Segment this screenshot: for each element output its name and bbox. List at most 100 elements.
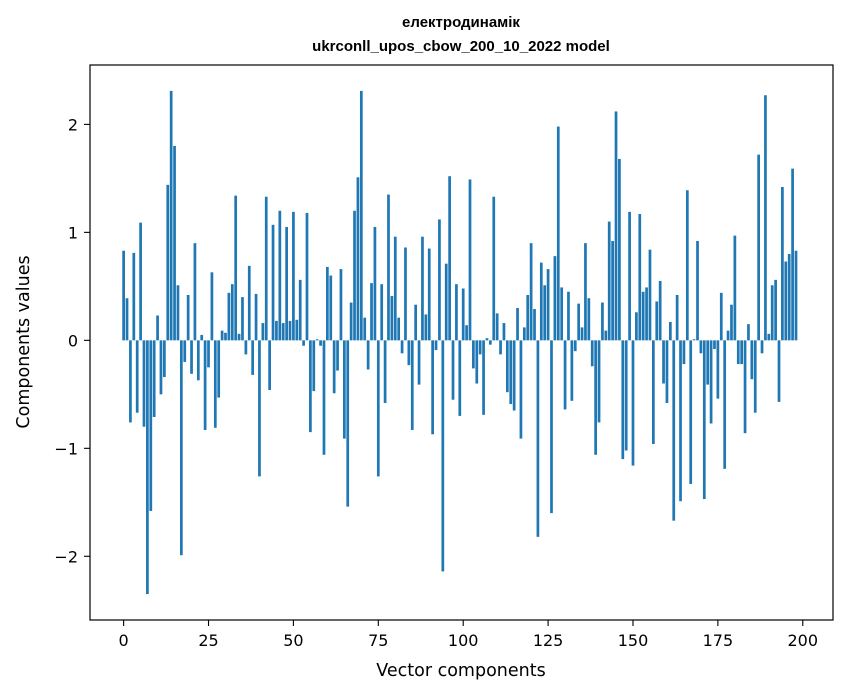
bar [495, 313, 499, 341]
bar [699, 340, 703, 354]
bar [220, 330, 224, 341]
bar [336, 340, 339, 371]
bar [764, 95, 767, 341]
bar [611, 241, 614, 341]
bar [652, 340, 655, 444]
bar [556, 126, 560, 341]
bar [726, 330, 730, 341]
bar [784, 261, 788, 341]
bar [176, 285, 180, 341]
bar [794, 250, 798, 341]
bar [359, 90, 363, 341]
bar [193, 243, 197, 341]
bar [146, 340, 149, 595]
bar [709, 340, 713, 424]
bar [441, 340, 445, 572]
bar [230, 284, 234, 341]
x-tick-label: 25 [198, 631, 218, 650]
bar [689, 340, 693, 484]
bar [482, 340, 485, 415]
bar [702, 340, 706, 500]
bar [580, 327, 584, 341]
bar [366, 340, 370, 370]
y-tick-label: 2 [68, 115, 78, 134]
bar [791, 168, 794, 341]
bar [356, 177, 360, 341]
bar [570, 340, 574, 401]
x-tick-label: 200 [788, 631, 819, 650]
y-tick-label: 1 [68, 223, 78, 242]
bar [247, 265, 251, 341]
bar [397, 317, 401, 341]
bar [458, 340, 462, 416]
bar [672, 340, 676, 521]
bar [662, 340, 665, 384]
bar [173, 145, 176, 341]
bar [604, 330, 608, 341]
bar [237, 333, 241, 341]
bar [417, 340, 421, 385]
bar [152, 340, 156, 417]
bar [655, 301, 659, 341]
bar [217, 340, 221, 398]
bar [224, 332, 227, 341]
bar [271, 224, 275, 341]
bar [332, 340, 336, 394]
bar [587, 298, 591, 341]
bar [169, 90, 173, 341]
bar [529, 243, 533, 341]
bar [424, 314, 428, 341]
bar [288, 320, 292, 341]
bar [614, 111, 618, 341]
bar [522, 327, 526, 341]
bar [767, 333, 771, 341]
bar [207, 340, 210, 368]
bar [757, 154, 760, 341]
bar [292, 211, 295, 341]
bar [166, 184, 170, 341]
bar [675, 294, 679, 341]
bar [258, 340, 261, 477]
bar [438, 219, 441, 341]
bar [753, 340, 757, 413]
bar [179, 340, 183, 556]
bar [472, 340, 475, 369]
bar [560, 287, 564, 341]
bar [597, 340, 601, 423]
bar [505, 340, 509, 393]
bar [509, 340, 513, 405]
bar [502, 323, 506, 341]
bar [590, 340, 594, 367]
bar [159, 340, 163, 395]
bar [407, 340, 411, 366]
bar [485, 338, 489, 341]
bar [315, 339, 319, 341]
bar [251, 340, 255, 375]
bar [706, 340, 710, 385]
x-tick-label: 150 [618, 631, 649, 650]
bar [584, 243, 587, 341]
bar [730, 304, 733, 341]
bar [210, 272, 214, 341]
bar [122, 250, 125, 341]
bar [200, 334, 204, 341]
bar [743, 340, 747, 434]
bar [750, 340, 754, 380]
bar [421, 236, 424, 341]
bar [387, 194, 390, 341]
bar [777, 340, 781, 402]
bar [329, 275, 333, 341]
bar [716, 340, 720, 399]
x-tick-label: 125 [533, 631, 564, 650]
bar [353, 210, 356, 341]
bar [213, 340, 217, 428]
bar [139, 222, 142, 341]
bar [546, 269, 550, 341]
bar [781, 187, 784, 341]
bar [312, 340, 316, 392]
bar [747, 324, 750, 341]
bar [261, 323, 265, 341]
bar [380, 284, 384, 341]
bar [268, 340, 271, 391]
